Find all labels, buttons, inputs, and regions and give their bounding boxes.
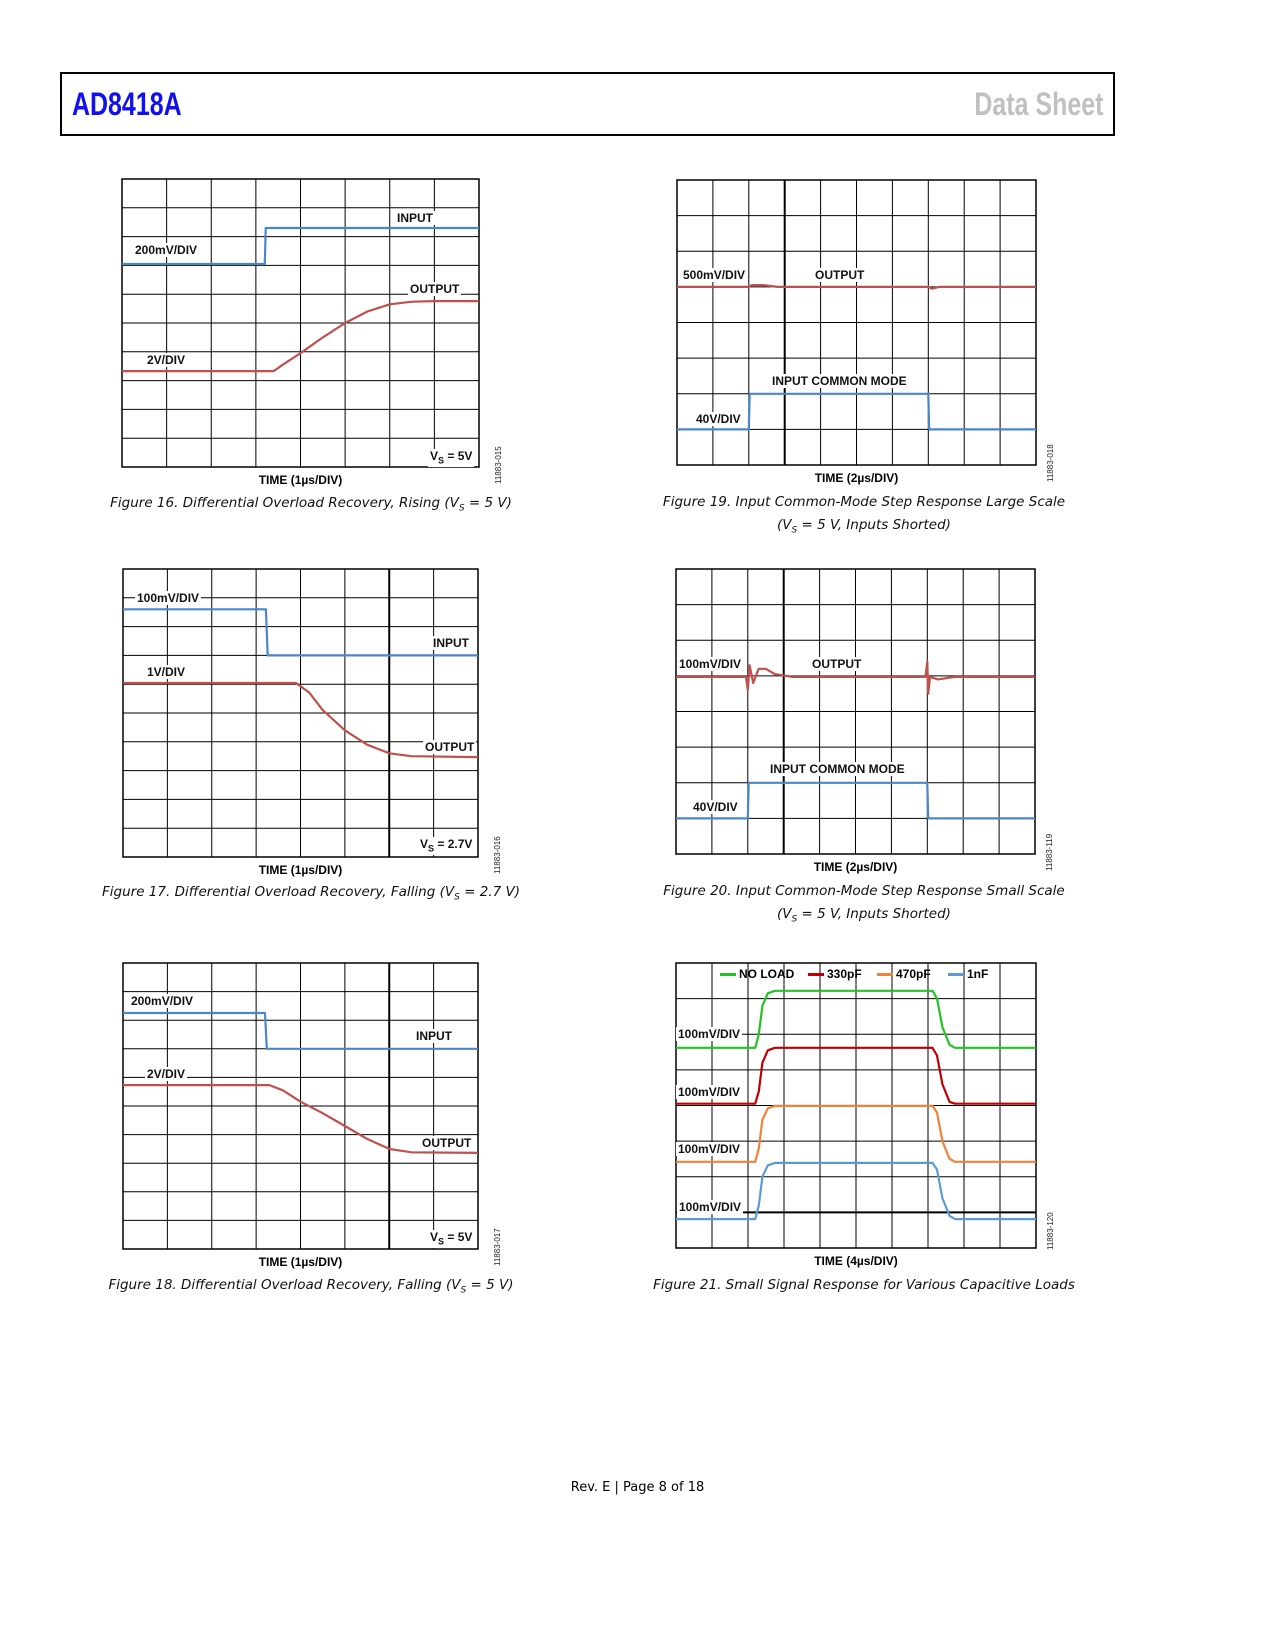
trace-label: 40V/DIV (691, 800, 740, 814)
figure-caption: Figure 18. Differential Overload Recover… (108, 1277, 514, 1296)
trace-label: INPUT COMMON MODE (770, 374, 909, 388)
legend-item: 330pF (808, 967, 862, 981)
plot-frame (675, 962, 1037, 1249)
legend-item: NO LOAD (720, 967, 794, 981)
figure-id: 11883-120 (1046, 1212, 1055, 1250)
plot-frame (122, 962, 479, 1250)
supply-voltage-label: VS = 2.7V (418, 837, 475, 856)
x-axis-label: TIME (1µs/DIV) (258, 473, 343, 487)
trace-output (123, 1083, 479, 1154)
trace-label: 200mV/DIV (129, 994, 196, 1008)
trace-label: OUTPUT (408, 282, 462, 296)
figure-caption: Figure 21. Small Signal Response for Var… (653, 1277, 1075, 1293)
supply-voltage-label: VS = 5V (428, 449, 475, 468)
doc-type: Data Sheet (973, 86, 1103, 122)
figure-caption: Figure 16. Differential Overload Recover… (110, 495, 512, 514)
trace-330pf (676, 1046, 1036, 1105)
trace-label: 500mV/DIV (681, 268, 748, 282)
trace-no-load (676, 989, 1036, 1049)
trace-label: 100mV/DIV (677, 1200, 744, 1214)
figure-caption: Figure 19. Input Common-Mode Step Respon… (662, 494, 1066, 536)
legend-item: 1nF (948, 967, 988, 981)
x-axis-label: TIME (2µs/DIV) (813, 860, 898, 874)
trace-470pf (676, 1104, 1036, 1163)
trace-label: INPUT COMMON MODE (768, 762, 907, 776)
trace-label: 200mV/DIV (133, 243, 200, 257)
trace-label: 40V/DIV (694, 412, 743, 426)
legend-item: 470pF (877, 967, 931, 981)
trace-input (123, 608, 478, 657)
trace-label: OUTPUT (810, 657, 864, 671)
trace-label: 100mV/DIV (677, 657, 744, 671)
trace-output (676, 660, 1035, 695)
trace-input (122, 226, 479, 266)
trace-label: 100mV/DIV (676, 1142, 743, 1156)
part-number: AD8418A (72, 86, 182, 122)
trace-label: 1V/DIV (145, 665, 188, 679)
x-axis-label: TIME (4µs/DIV) (814, 1254, 898, 1268)
plot-frame (676, 179, 1037, 466)
plot-frame (122, 568, 479, 858)
trace-label: INPUT (395, 211, 435, 225)
page-header: AD8418A Data Sheet (60, 72, 1115, 136)
trace-label: OUTPUT (420, 1136, 474, 1150)
trace-label: 100mV/DIV (676, 1027, 743, 1041)
page-footer: Rev. E | Page 8 of 18 (570, 1480, 705, 1495)
legend-swatch (720, 973, 736, 977)
trace-label: INPUT (414, 1029, 454, 1043)
trace-output (123, 681, 479, 759)
trace-label: 2V/DIV (145, 1067, 188, 1081)
supply-voltage-label: VS = 5V (428, 1230, 475, 1249)
trace-input (123, 1011, 478, 1050)
plot-frame (675, 568, 1036, 855)
trace-label: INPUT (431, 636, 471, 650)
x-axis-label: TIME (1µs/DIV) (258, 1255, 343, 1269)
trace-1nf (676, 1161, 1036, 1221)
trace-input-common-mode (676, 781, 1035, 820)
plot-frame (121, 178, 480, 468)
trace-output (122, 300, 479, 373)
legend-swatch (948, 973, 964, 977)
trace-input-common-mode (677, 392, 1036, 431)
legend-swatch (877, 973, 893, 977)
trace-output (677, 284, 1036, 290)
x-axis-label: TIME (1µs/DIV) (258, 863, 343, 877)
x-axis-label: TIME (2µs/DIV) (814, 471, 899, 485)
trace-label: 100mV/DIV (135, 591, 202, 605)
trace-label: 100mV/DIV (676, 1085, 743, 1099)
legend-swatch (808, 973, 824, 977)
figure-caption: Figure 17. Differential Overload Recover… (102, 884, 520, 903)
trace-label: OUTPUT (813, 268, 867, 282)
trace-label: OUTPUT (423, 740, 477, 754)
figure-caption: Figure 20. Input Common-Mode Step Respon… (663, 883, 1065, 925)
trace-label: 2V/DIV (145, 353, 188, 367)
